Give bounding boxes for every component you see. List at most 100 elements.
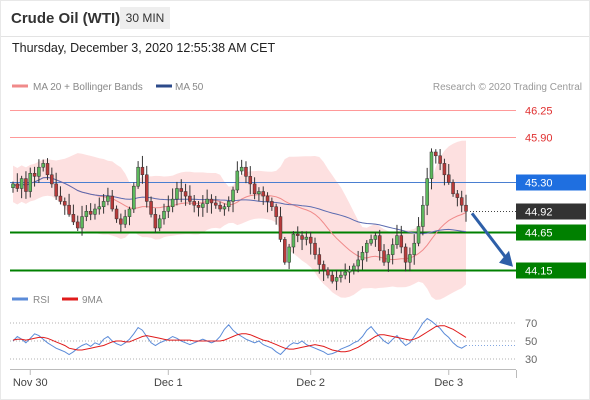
candle-body <box>330 274 335 282</box>
candle-body <box>382 250 386 263</box>
candle-body <box>455 193 460 198</box>
candle-body <box>252 183 257 195</box>
candle-body <box>304 236 309 240</box>
candle-body <box>205 198 209 204</box>
support-badge <box>516 262 586 279</box>
candle-body <box>274 206 278 217</box>
candle-body <box>201 203 205 208</box>
candle-body <box>429 151 434 179</box>
candle-body <box>63 201 67 206</box>
candle-body <box>24 178 28 192</box>
price-badges: 46.25 45.90 45.30 44.92 44.65 44.15 <box>516 106 586 279</box>
header-bar: Crude Oil (WTI) 30 MIN <box>0 0 590 37</box>
candle-body <box>183 191 188 197</box>
candle-body <box>373 235 378 240</box>
candle-body <box>170 198 175 207</box>
candle-body <box>270 201 274 207</box>
candle-body <box>347 269 352 273</box>
candle-body <box>231 189 235 202</box>
candle-body <box>58 195 63 202</box>
rsi-ma-line <box>12 325 467 353</box>
candle-body <box>218 204 222 210</box>
candle-body <box>50 174 54 185</box>
candles <box>11 148 468 291</box>
candle-body <box>196 204 201 208</box>
candle-body <box>175 188 179 200</box>
candle-body <box>343 271 347 276</box>
timeframe-badge[interactable]: 30 MIN <box>120 7 170 29</box>
candle-body <box>37 166 41 177</box>
current-price-badge <box>516 203 586 220</box>
candle-body <box>235 170 240 191</box>
candle-body <box>153 214 158 229</box>
candle-body <box>75 221 80 229</box>
moving-averages <box>12 176 467 261</box>
rsi-legend-label: RSI <box>33 295 50 306</box>
candle-body <box>149 201 153 215</box>
rsi-tick-label: 50 <box>525 336 537 348</box>
candle-body <box>451 182 455 195</box>
ma50-legend-label: MA 50 <box>175 82 204 93</box>
resistance-label: 46.25 <box>525 106 553 118</box>
candle-body <box>106 195 110 202</box>
candle-body <box>386 254 391 263</box>
candle-body <box>144 174 149 202</box>
candle-body <box>300 235 304 240</box>
candle-body <box>88 211 93 215</box>
datetime-label: Thursday, December 3, 2020 12:55:38 AM C… <box>12 41 276 55</box>
support-badge <box>516 224 586 241</box>
candle-body <box>162 211 166 220</box>
support-label: 44.15 <box>525 266 553 278</box>
x-tick-label: Dec 3 <box>434 377 463 389</box>
candle-body <box>257 191 261 195</box>
candle-body <box>11 183 15 188</box>
candle-body <box>45 163 50 176</box>
candle-body <box>244 166 248 177</box>
x-tick-label: Dec 2 <box>296 377 325 389</box>
pivot-label: 45.30 <box>525 178 553 190</box>
bollinger-band-area <box>13 140 466 300</box>
candle-body <box>360 252 365 261</box>
credit-label: Research © 2020 Trading Central <box>433 82 582 93</box>
candle-body <box>97 206 102 210</box>
candle-body <box>446 174 451 183</box>
candle-body <box>326 269 330 276</box>
rsi-ma-legend-label: 9MA <box>82 295 103 306</box>
bollinger-bands <box>13 140 466 300</box>
candle-body <box>84 211 89 217</box>
candle-body <box>377 235 382 252</box>
candle-body <box>395 235 399 245</box>
candle-body <box>425 178 429 206</box>
candle-body <box>295 233 300 236</box>
x-axis: Nov 30 Dec 1 Dec 2 Dec 3 <box>13 370 463 389</box>
pivot-badge <box>516 174 586 191</box>
candle-body <box>278 216 283 240</box>
candle-body <box>132 185 136 210</box>
candle-body <box>321 264 326 271</box>
rsi-tick-label: 70 <box>525 318 537 330</box>
candle-body <box>192 201 196 206</box>
candle-body <box>334 277 339 282</box>
ma50-line <box>12 176 467 235</box>
candle-body <box>412 242 416 255</box>
candle-body <box>93 208 97 215</box>
forecast-arrow-shaft <box>470 212 508 259</box>
candle-body <box>127 208 132 217</box>
candle-body <box>434 151 438 157</box>
rsi-panel: 70 50 30 <box>10 317 537 366</box>
candle-body <box>365 242 369 253</box>
candle-body <box>408 254 412 263</box>
candle-body <box>19 178 24 189</box>
candle-body <box>287 246 291 263</box>
candle-body <box>123 216 127 225</box>
candle-body <box>140 166 145 176</box>
candle-body <box>54 183 58 197</box>
candle-body <box>339 274 343 278</box>
instrument-title: Crude Oil (WTI) <box>11 10 121 27</box>
forecast-arrow <box>470 212 513 267</box>
candle-body <box>80 216 84 229</box>
candle-body <box>283 239 287 263</box>
candle-body <box>166 206 171 212</box>
rsi-tick-label: 30 <box>525 354 537 366</box>
